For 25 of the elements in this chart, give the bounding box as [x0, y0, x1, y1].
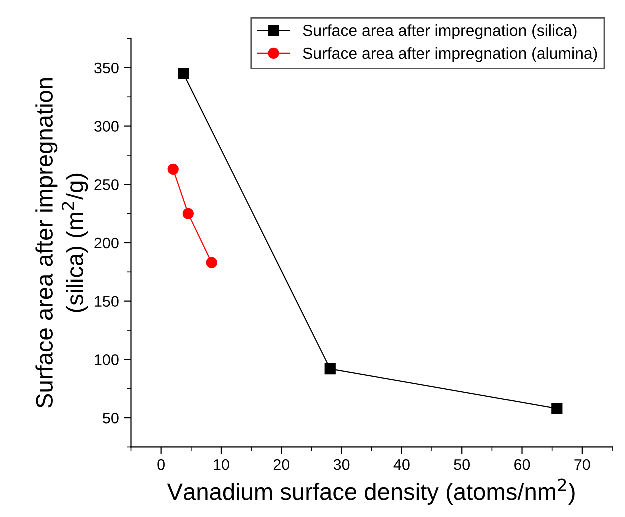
x-axis-title: Vanadium surface density (atoms/nm$^{2}$) [167, 478, 575, 506]
x-tick-label: 60 [514, 459, 530, 470]
legend-label: Surface area after impregnation (silica) [303, 24, 577, 40]
x-tick-label: 30 [334, 459, 350, 470]
x-tick-label: 10 [214, 459, 230, 470]
point [324, 363, 336, 375]
x-tick-label: 0 [158, 459, 165, 470]
legend-label: Surface area after impregnation (alumina) [303, 47, 598, 62]
x-tick-label: 40 [394, 459, 410, 470]
y-tick-label: 250 [94, 180, 119, 190]
y-tick-label: 350 [94, 62, 119, 74]
point [182, 208, 194, 220]
y-tick-label: 150 [95, 296, 119, 308]
y-axis-title: Surface area after impregnation (silica) (m$^{2}$/g) [36, 78, 88, 408]
point [552, 403, 563, 414]
point [168, 164, 179, 176]
x-tick-label: 20 [274, 459, 290, 470]
y-tick-label: 50 [103, 412, 119, 424]
y-tick-label: 300 [94, 121, 119, 132]
x-tick-label: 70 [574, 459, 590, 470]
y-tick-label: 100 [95, 354, 119, 366]
x-tick-label: 50 [454, 459, 470, 470]
y-tick-label: 200 [94, 238, 119, 249]
point [206, 257, 218, 268]
point [178, 68, 190, 80]
